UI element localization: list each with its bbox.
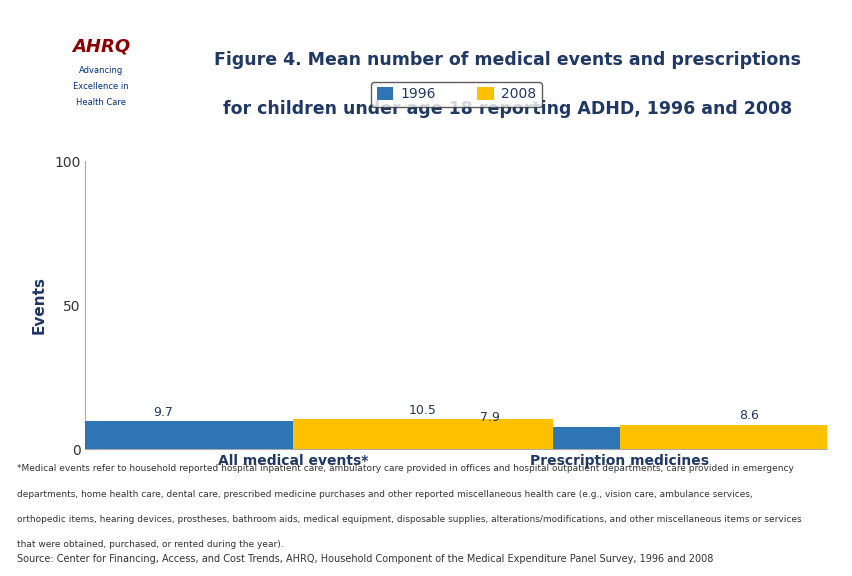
Text: for children under age 18 reporting ADHD, 1996 and 2008: for children under age 18 reporting ADHD… [222,100,792,119]
Text: *Medical events refer to household reported hospital inpatient care, ambulatory : *Medical events refer to household repor… [17,464,793,473]
Text: orthopedic items, hearing devices, prostheses, bathroom aids, medical equipment,: orthopedic items, hearing devices, prost… [17,515,801,524]
Bar [360,426,619,449]
Bar [293,419,552,449]
Bar [33,422,293,449]
Y-axis label: Events: Events [32,276,47,334]
Bar [619,425,852,449]
Text: 7.9: 7.9 [479,411,499,424]
Text: Figure 4. Mean number of medical events and prescriptions: Figure 4. Mean number of medical events … [214,51,800,69]
Text: Source: Center for Financing, Access, and Cost Trends, AHRQ, Household Component: Source: Center for Financing, Access, an… [17,555,712,564]
Legend: 1996, 2008: 1996, 2008 [371,82,541,107]
Text: that were obtained, purchased, or rented during the year).: that were obtained, purchased, or rented… [17,540,284,550]
Text: 8.6: 8.6 [739,409,758,422]
Text: AHRQ: AHRQ [72,37,130,55]
Text: Excellence in: Excellence in [73,82,129,92]
Text: 9.7: 9.7 [153,406,173,419]
Text: 10.5: 10.5 [409,404,436,417]
Text: departments, home health care, dental care, prescribed medicine purchases and ot: departments, home health care, dental ca… [17,490,752,499]
Text: Advancing: Advancing [79,66,123,75]
FancyBboxPatch shape [50,28,152,124]
Text: Health Care: Health Care [76,98,126,108]
